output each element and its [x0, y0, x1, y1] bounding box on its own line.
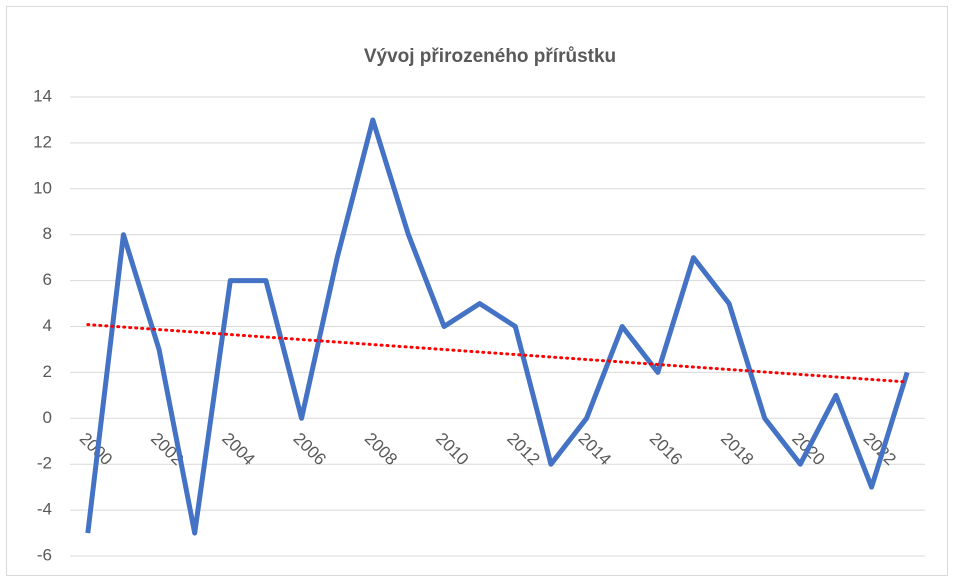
y-tick-label: 6: [43, 270, 52, 289]
y-tick-label: -4: [37, 500, 52, 519]
trendline: [86, 323, 909, 384]
y-tick-label: -6: [37, 545, 52, 564]
chart-border: [6, 6, 948, 576]
y-tick-label: -2: [37, 454, 52, 473]
line-series: [85, 117, 910, 536]
y-tick-label: 10: [33, 178, 52, 197]
y-tick-label: 4: [43, 316, 52, 335]
y-tick-label: 8: [43, 224, 52, 243]
y-tick-label: 0: [43, 408, 52, 427]
chart-title: Vývoj přirozeného přírůstku: [364, 46, 616, 67]
y-tick-label: 12: [33, 132, 52, 151]
y-tick-label: 2: [43, 362, 52, 381]
y-tick-label: 14: [33, 86, 52, 105]
